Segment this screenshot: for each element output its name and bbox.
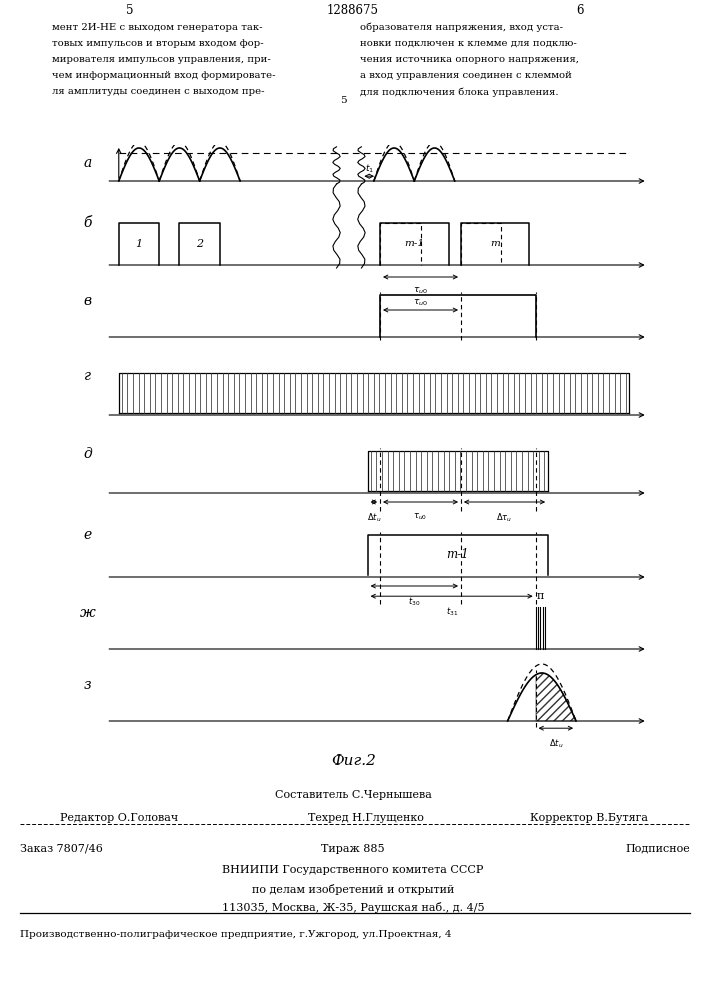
Text: $\tau_{u0}$: $\tau_{u0}$ <box>413 298 428 308</box>
Text: Фиг.2: Фиг.2 <box>331 754 376 768</box>
Text: Составитель С.Чернышева: Составитель С.Чернышева <box>274 790 431 800</box>
Text: чем информационный вход формировате-: чем информационный вход формировате- <box>52 71 276 80</box>
Text: 2: 2 <box>196 239 203 249</box>
Text: 1: 1 <box>136 239 143 249</box>
Text: ля амплитуды соединен с выходом пре-: ля амплитуды соединен с выходом пре- <box>52 87 264 96</box>
Text: з: з <box>84 678 91 692</box>
Text: Заказ 7807/46: Заказ 7807/46 <box>20 844 103 854</box>
Text: m: m <box>490 239 500 248</box>
Text: п: п <box>537 591 544 601</box>
Text: для подключения блока управления.: для подключения блока управления. <box>360 87 559 97</box>
Text: $\Delta t_u$: $\Delta t_u$ <box>549 737 563 750</box>
Text: Корректор В.Бутяга: Корректор В.Бутяга <box>530 813 648 823</box>
Text: $t_{31}$: $t_{31}$ <box>445 605 457 618</box>
Text: ВНИИПИ Государственного комитета СССР: ВНИИПИ Государственного комитета СССР <box>222 865 484 875</box>
Text: $\tau_{u0}$: $\tau_{u0}$ <box>414 511 428 522</box>
Text: $\tau_{u0}$: $\tau_{u0}$ <box>413 286 428 296</box>
Text: m-1: m-1 <box>447 548 469 561</box>
Text: а: а <box>83 156 92 170</box>
Text: образователя напряжения, вход уста-: образователя напряжения, вход уста- <box>360 23 563 32</box>
Text: 6: 6 <box>576 4 584 17</box>
Text: m-1: m-1 <box>404 239 424 248</box>
Text: Техред Н.Глущенко: Техред Н.Глущенко <box>308 813 424 823</box>
Text: мирователя импульсов управления, при-: мирователя импульсов управления, при- <box>52 55 271 64</box>
Text: 1288675: 1288675 <box>327 4 379 17</box>
Text: 5: 5 <box>127 4 134 17</box>
Text: новки подключен к клемме для подклю-: новки подключен к клемме для подклю- <box>360 39 577 48</box>
Text: $t_1$: $t_1$ <box>365 163 374 175</box>
Text: е: е <box>83 528 92 542</box>
Text: Редактор О.Головач: Редактор О.Головач <box>60 813 178 823</box>
Text: Подписное: Подписное <box>625 844 690 854</box>
Text: $t_{30}$: $t_{30}$ <box>408 595 421 607</box>
Text: Тираж 885: Тираж 885 <box>321 844 385 854</box>
Text: ж: ж <box>80 606 95 620</box>
Text: чения источника опорного напряжения,: чения источника опорного напряжения, <box>360 55 579 64</box>
Text: по делам изобретений и открытий: по делам изобретений и открытий <box>252 884 454 895</box>
Text: в: в <box>83 294 92 308</box>
Text: 5: 5 <box>339 96 346 105</box>
Text: д: д <box>83 447 92 461</box>
Text: Производственно-полиграфическое предприятие, г.Ужгород, ул.Проектная, 4: Производственно-полиграфическое предприя… <box>20 930 452 939</box>
Text: 113035, Москва, Ж-35, Раушская наб., д. 4/5: 113035, Москва, Ж-35, Раушская наб., д. … <box>222 902 484 913</box>
Text: б: б <box>83 216 92 230</box>
Text: $\Delta\tau_u$: $\Delta\tau_u$ <box>496 511 513 524</box>
Text: товых импульсов и вторым входом фор-: товых импульсов и вторым входом фор- <box>52 39 264 48</box>
Text: г: г <box>84 369 91 383</box>
Text: $\Delta t_u$: $\Delta t_u$ <box>367 511 381 524</box>
Text: мент 2И-НЕ с выходом генератора так-: мент 2И-НЕ с выходом генератора так- <box>52 23 262 32</box>
Text: а вход управления соединен с клеммой: а вход управления соединен с клеммой <box>360 71 572 80</box>
